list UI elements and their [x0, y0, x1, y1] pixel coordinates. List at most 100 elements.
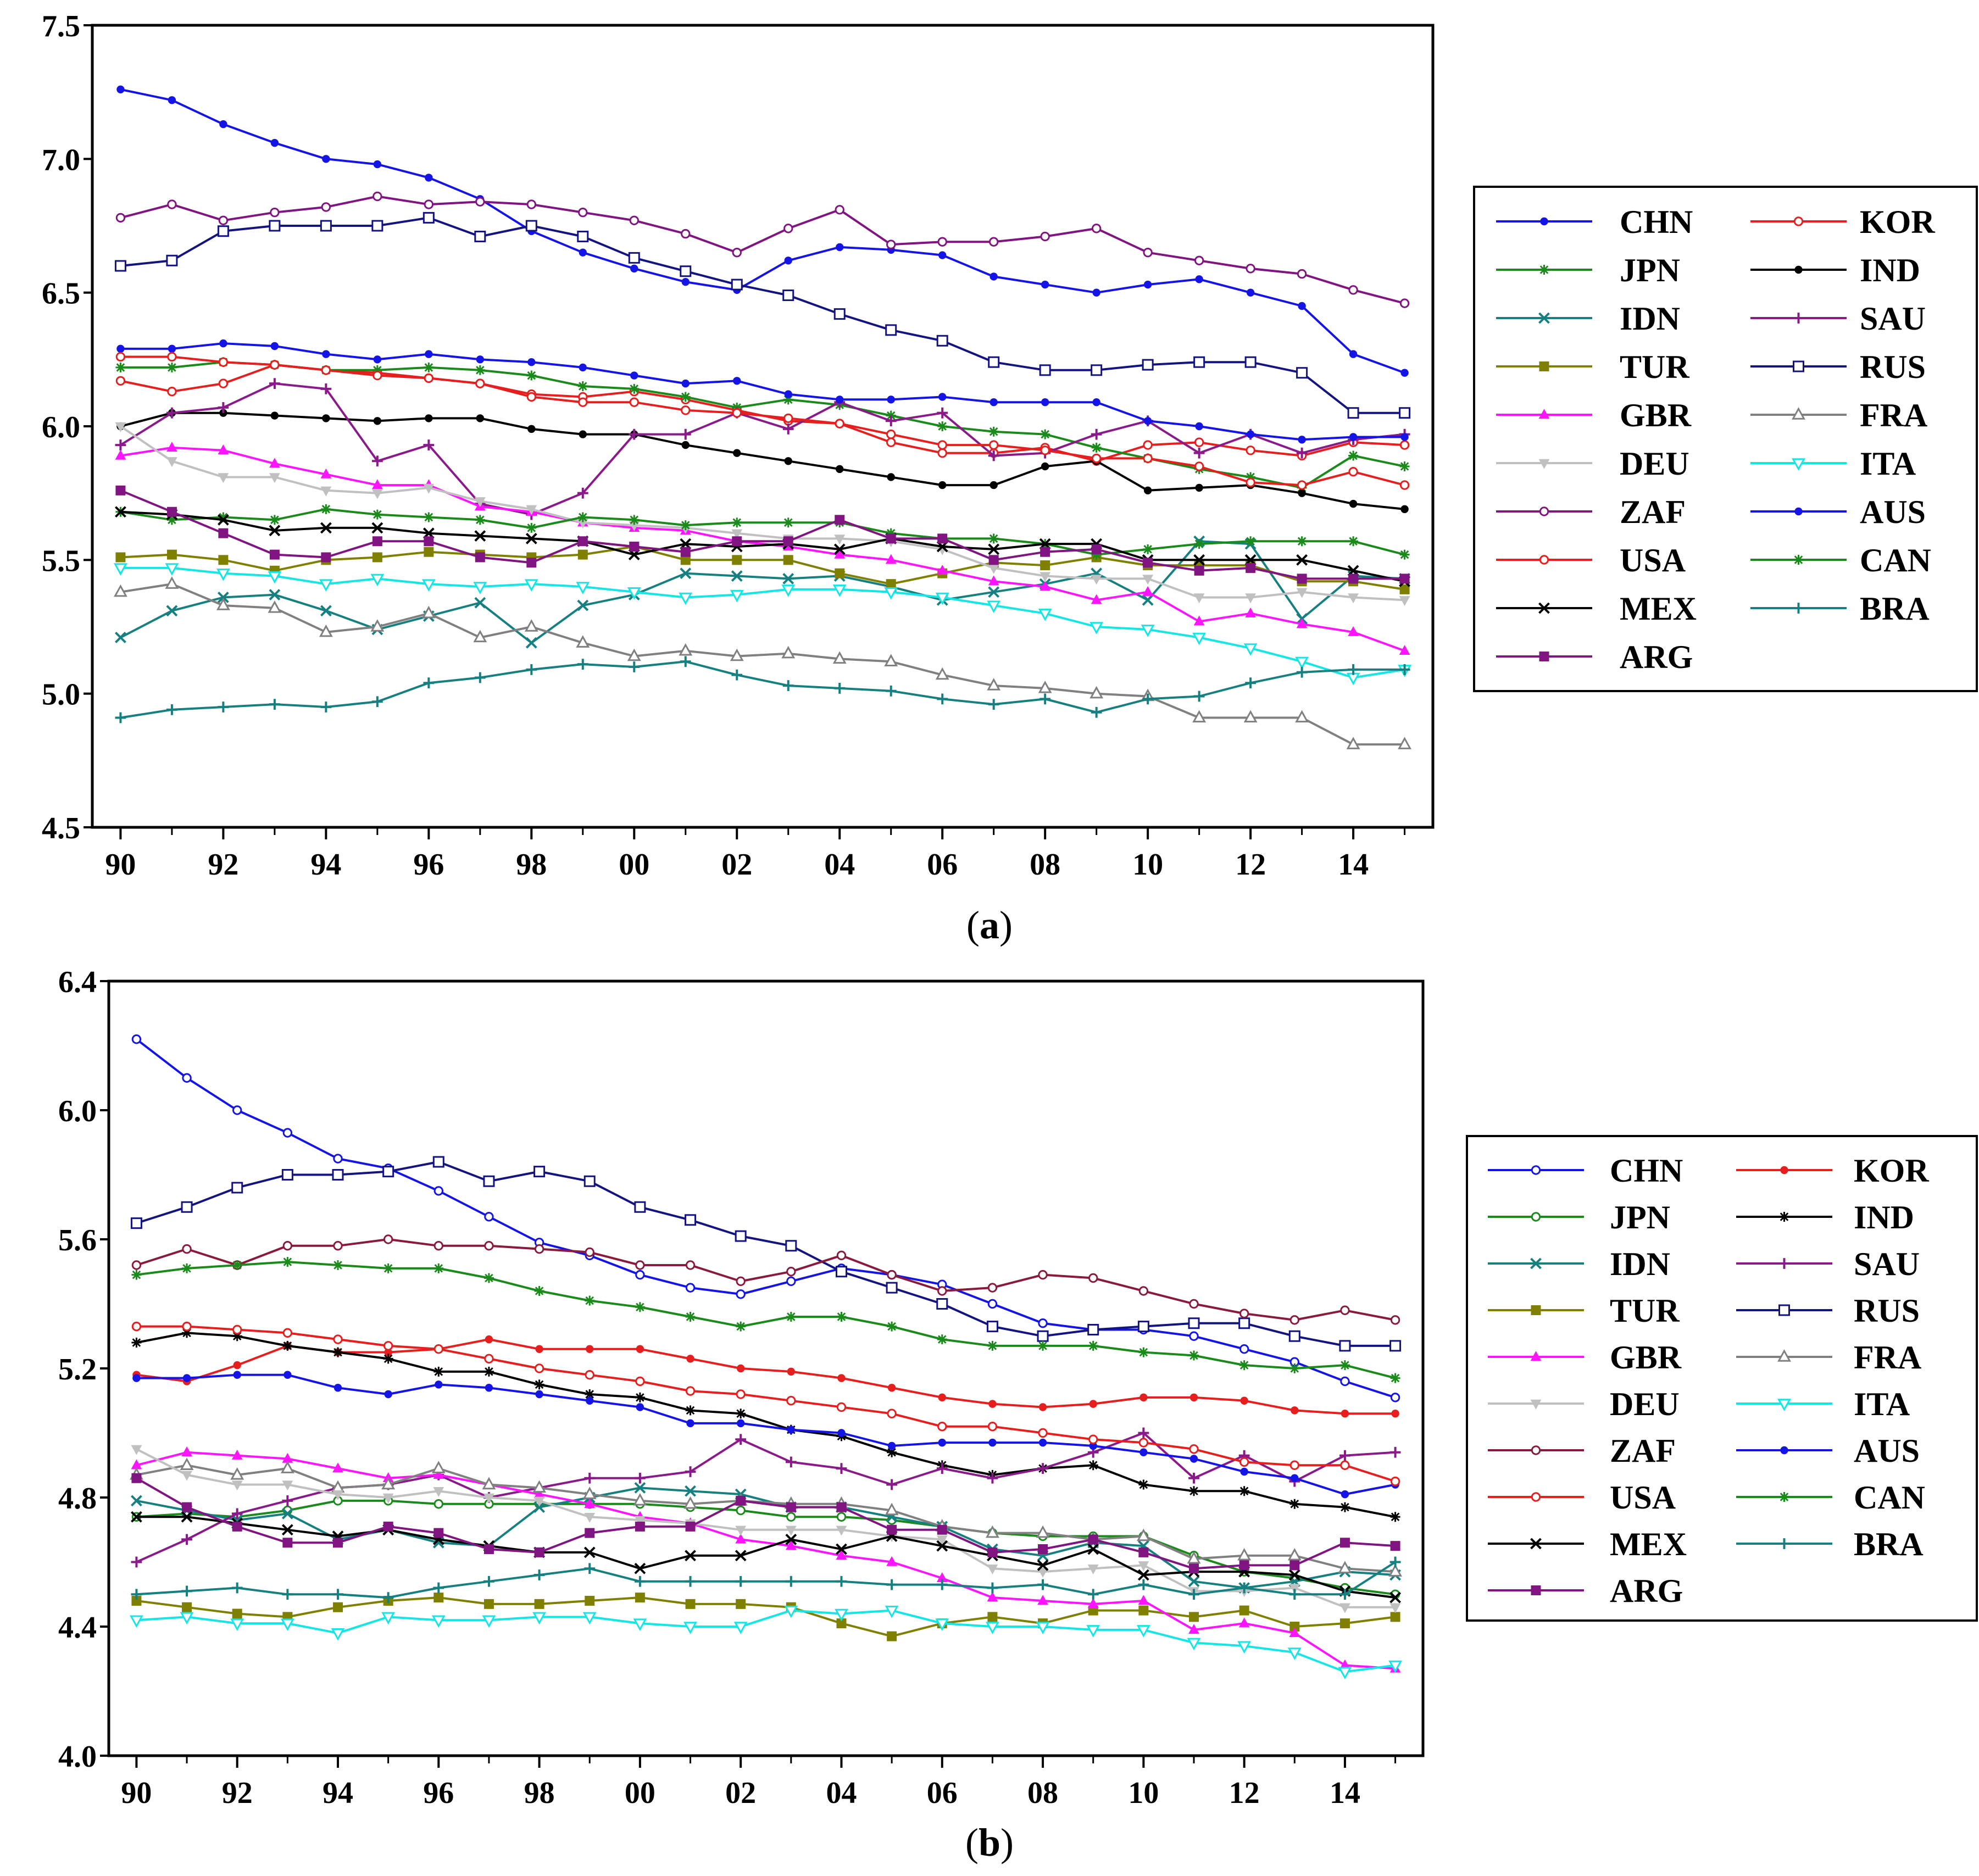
data-point: [382, 1592, 394, 1604]
data-point: [1143, 440, 1153, 450]
data-point: [685, 1312, 696, 1322]
data-point: [473, 582, 487, 594]
data-point: [988, 450, 999, 461]
data-point: [1189, 1299, 1199, 1309]
data-point: [836, 1312, 847, 1322]
data-point: [886, 528, 896, 538]
data-point: [887, 1384, 896, 1392]
data-point: [833, 543, 846, 555]
data-point: [332, 1589, 343, 1600]
legend-swatch-marker: [1778, 1304, 1790, 1316]
data-point: [332, 1538, 343, 1548]
data-point: [1288, 1330, 1300, 1342]
data-point: [1087, 1324, 1099, 1335]
data-point: [887, 396, 895, 404]
series-deu: [115, 422, 1410, 606]
data-point: [166, 254, 178, 266]
data-point: [533, 1166, 546, 1178]
series-line-mex: [136, 1516, 1396, 1599]
x-tick-label: 06: [927, 848, 958, 882]
series-line-can: [136, 1261, 1396, 1379]
data-point: [836, 243, 844, 252]
data-point: [1348, 536, 1359, 547]
data-point: [836, 465, 844, 474]
data-point: [1037, 1463, 1048, 1474]
data-point: [781, 645, 796, 659]
legend-label: RUS: [1854, 1293, 1920, 1329]
series-arg: [115, 485, 1410, 584]
data-point: [1038, 1270, 1048, 1280]
legend-item-ita: ITA: [1750, 446, 1916, 482]
data-point: [1038, 1403, 1047, 1411]
data-point: [736, 1276, 746, 1287]
data-point: [372, 552, 382, 563]
series-aus: [116, 339, 1409, 444]
data-point: [482, 1615, 496, 1628]
series-line-ind: [120, 411, 1405, 510]
data-point: [526, 370, 537, 381]
data-point: [269, 473, 280, 483]
series-gbr: [115, 442, 1410, 655]
data-point: [116, 344, 125, 353]
data-point: [1189, 1563, 1199, 1574]
data-point: [130, 1217, 142, 1229]
data-point: [1088, 1273, 1098, 1283]
data-point: [166, 704, 177, 715]
data-point: [685, 1485, 696, 1497]
data-point: [936, 1463, 948, 1474]
data-point: [1089, 686, 1104, 699]
data-point: [1240, 1467, 1248, 1476]
series-rus: [130, 1156, 1402, 1352]
data-point: [1338, 1667, 1352, 1680]
data-point: [132, 1374, 141, 1382]
data-point: [115, 506, 126, 518]
data-point: [1390, 1393, 1400, 1402]
data-point: [1041, 398, 1049, 407]
x-tick-label: 04: [824, 848, 855, 882]
data-point: [131, 1556, 142, 1568]
legend-label: GBR: [1620, 397, 1692, 433]
data-point: [685, 1576, 696, 1587]
data-point: [836, 1250, 847, 1261]
data-point: [685, 1405, 696, 1416]
data-point: [937, 448, 947, 458]
data-point: [433, 1593, 444, 1603]
legend-swatch-marker: [1531, 1212, 1541, 1222]
legend-swatch-marker: [1780, 1446, 1788, 1455]
data-point: [634, 1482, 646, 1494]
data-point: [1297, 269, 1307, 279]
data-point: [321, 365, 331, 375]
legend-label: DEU: [1620, 446, 1689, 482]
series-line-fra: [120, 583, 1405, 746]
legend-label: GBR: [1610, 1339, 1682, 1376]
data-point: [586, 1396, 594, 1405]
data-point: [987, 1565, 998, 1575]
data-point: [166, 362, 177, 372]
data-point: [1142, 359, 1154, 371]
legend-item-usa: USA: [1496, 542, 1686, 578]
series-ita: [113, 563, 1412, 686]
data-point: [988, 1438, 997, 1447]
data-point: [182, 1328, 192, 1338]
data-point: [269, 515, 280, 525]
data-point: [131, 1473, 142, 1483]
data-point: [283, 1371, 292, 1379]
data-point: [1137, 1321, 1149, 1333]
data-point: [736, 1495, 746, 1506]
data-point: [282, 1589, 293, 1600]
data-point: [475, 365, 485, 375]
legend-swatch-marker: [1530, 1399, 1542, 1410]
data-point: [1239, 1457, 1249, 1467]
data-point: [432, 1156, 444, 1168]
data-point: [281, 1507, 293, 1519]
data-point: [1289, 1460, 1299, 1470]
data-point: [527, 358, 536, 366]
data-point: [732, 517, 742, 528]
data-point: [535, 1345, 543, 1353]
data-point: [577, 512, 588, 522]
data-point: [680, 656, 691, 667]
data-point: [629, 428, 640, 440]
data-point: [736, 1321, 746, 1332]
data-point: [835, 1266, 847, 1278]
data-point: [231, 1508, 243, 1519]
